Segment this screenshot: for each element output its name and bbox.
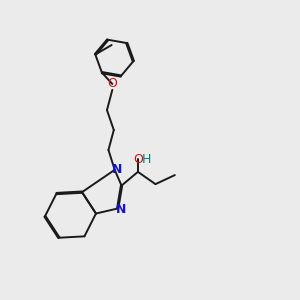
Text: O: O: [107, 77, 117, 91]
Text: N: N: [116, 202, 126, 216]
Text: N: N: [112, 163, 122, 176]
Text: H: H: [142, 153, 151, 166]
Text: O: O: [133, 153, 143, 166]
